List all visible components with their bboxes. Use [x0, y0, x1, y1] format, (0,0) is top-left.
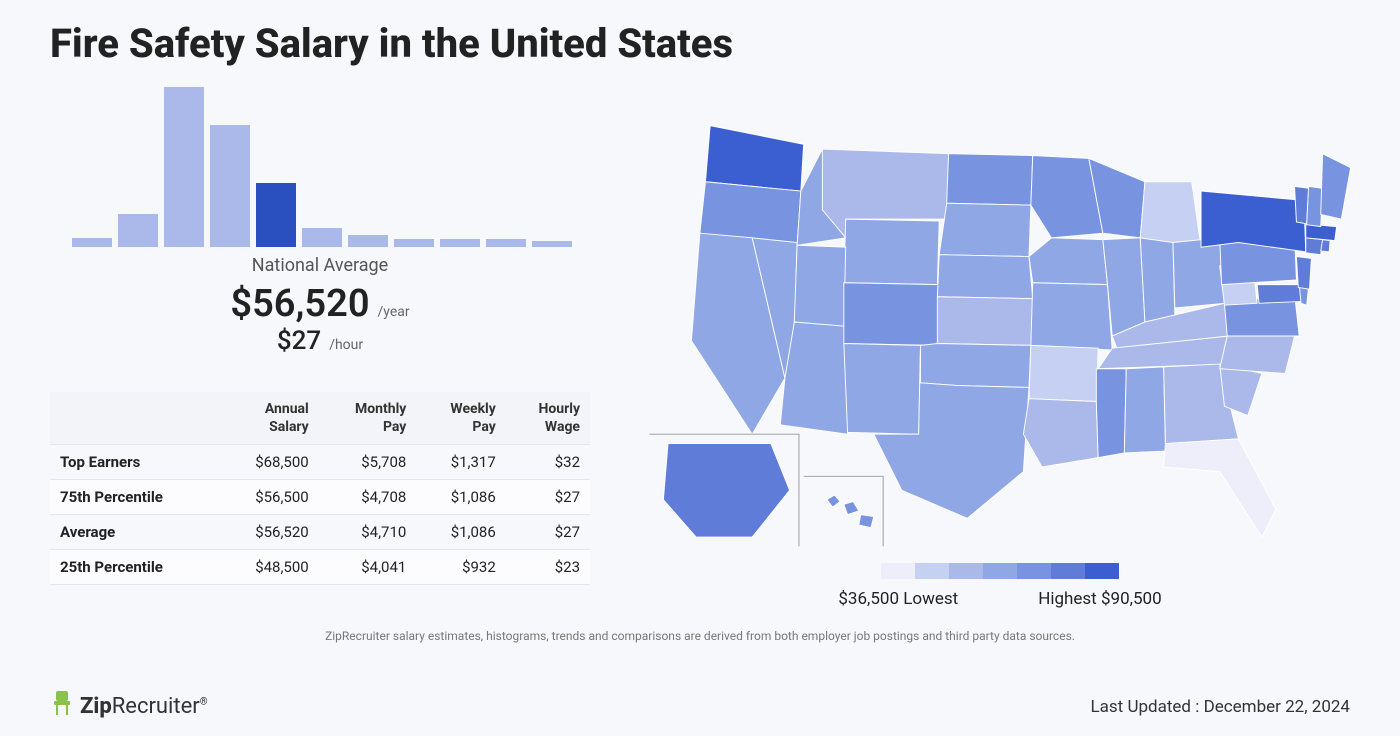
- salary-histogram: [50, 87, 590, 247]
- state-shape[interactable]: [1029, 238, 1108, 285]
- table-cell: $1,317: [416, 445, 505, 480]
- histogram-bar: [440, 239, 480, 247]
- table-cell: $1,086: [416, 480, 505, 515]
- table-cell: $27: [506, 480, 590, 515]
- state-shape[interactable]: [1140, 238, 1175, 322]
- table-cell: $5,708: [319, 445, 417, 480]
- state-shape[interactable]: [1257, 285, 1301, 304]
- state-shape[interactable]: [1321, 154, 1351, 219]
- state-shape[interactable]: [844, 219, 939, 284]
- data-disclaimer: ZipRecruiter salary estimates, histogram…: [50, 629, 1350, 643]
- salary-table: AnnualSalaryMonthlyPayWeeklyPayHourlyWag…: [50, 392, 590, 585]
- histogram-bar: [302, 228, 342, 247]
- legend-swatch: [983, 563, 1017, 579]
- table-cell: $4,710: [319, 515, 417, 550]
- legend-lowest-label: $36,500 Lowest: [838, 589, 958, 609]
- histogram-bar: [118, 214, 158, 247]
- table-header-cell: HourlyWage: [506, 392, 590, 445]
- histogram-bar: [486, 239, 526, 247]
- last-updated: Last Updated : December 22, 2024: [1091, 697, 1351, 717]
- table-cell: Top Earners: [50, 445, 218, 480]
- legend-swatch: [949, 563, 983, 579]
- state-shape[interactable]: [844, 344, 921, 435]
- table-cell: $68,500: [218, 445, 319, 480]
- table-cell: Average: [50, 515, 218, 550]
- legend-swatch: [881, 563, 915, 579]
- state-shape[interactable]: [1164, 439, 1276, 537]
- table-cell: $48,500: [218, 550, 319, 585]
- chair-icon: [50, 689, 74, 724]
- table-row: 75th Percentile$56,500$4,708$1,086$27: [50, 480, 590, 515]
- table-cell: 25th Percentile: [50, 550, 218, 585]
- state-shape[interactable]: [1306, 238, 1323, 255]
- state-shape[interactable]: [1201, 191, 1306, 252]
- histogram-bar: [532, 241, 572, 247]
- hourly-salary-unit: /hour: [329, 337, 363, 353]
- histogram-bar: [164, 87, 204, 247]
- state-shape[interactable]: [1031, 283, 1112, 350]
- table-header-cell: [50, 392, 218, 445]
- state-shape[interactable]: [1029, 345, 1098, 401]
- legend-highest-label: Highest $90,500: [1038, 589, 1161, 609]
- state-shape[interactable]: [921, 344, 1031, 388]
- legend-swatch: [1085, 563, 1119, 579]
- table-cell: $32: [506, 445, 590, 480]
- state-shape[interactable]: [1124, 367, 1165, 453]
- table-row: Top Earners$68,500$5,708$1,317$32: [50, 445, 590, 480]
- state-shape[interactable]: [794, 245, 845, 326]
- table-cell: $4,708: [319, 480, 417, 515]
- state-shape[interactable]: [1220, 336, 1295, 373]
- us-salary-map: [640, 87, 1360, 557]
- map-legend: $36,500 Lowest Highest $90,500: [640, 563, 1360, 609]
- annual-salary-value: $56,520: [230, 282, 369, 326]
- national-average-label: National Average: [50, 255, 590, 276]
- table-row: Average$56,520$4,710$1,086$27: [50, 515, 590, 550]
- table-cell: $1,086: [416, 515, 505, 550]
- state-shape[interactable]: [844, 283, 939, 346]
- annual-salary-unit: /year: [378, 304, 410, 320]
- brand-name-recruiter: Recruiter: [112, 694, 200, 719]
- state-shape[interactable]: [1023, 399, 1098, 467]
- state-shape[interactable]: [663, 444, 789, 538]
- table-cell: $56,520: [218, 515, 319, 550]
- state-shape[interactable]: [1321, 240, 1330, 252]
- histogram-bar: [210, 125, 250, 247]
- national-average-block: National Average $56,520 /year $27 /hour: [50, 255, 590, 356]
- histogram-bar: [394, 239, 434, 247]
- table-cell: 75th Percentile: [50, 480, 218, 515]
- table-cell: $4,041: [319, 550, 417, 585]
- state-shape[interactable]: [1295, 186, 1309, 223]
- state-shape[interactable]: [1296, 257, 1311, 290]
- ziprecruiter-logo: ZipRecruiter®: [50, 689, 208, 724]
- histogram-bar: [348, 235, 388, 247]
- legend-swatch: [1051, 563, 1085, 579]
- table-header-cell: WeeklyPay: [416, 392, 505, 445]
- state-shape[interactable]: [1173, 238, 1224, 308]
- brand-name-zip: Zip: [80, 694, 112, 719]
- state-shape[interactable]: [1307, 186, 1323, 226]
- page-title: Fire Safety Salary in the United States: [50, 20, 1350, 67]
- histogram-bar: [72, 238, 112, 247]
- state-shape[interactable]: [939, 203, 1031, 256]
- state-shape[interactable]: [827, 495, 874, 528]
- table-header-cell: AnnualSalary: [218, 392, 319, 445]
- histogram-bar: [256, 183, 296, 247]
- table-header-cell: MonthlyPay: [319, 392, 417, 445]
- legend-swatch: [915, 563, 949, 579]
- table-cell: $932: [416, 550, 505, 585]
- legend-swatch: [1017, 563, 1051, 579]
- state-shape[interactable]: [937, 297, 1032, 346]
- state-shape[interactable]: [937, 255, 1032, 299]
- table-cell: $27: [506, 515, 590, 550]
- hourly-salary-value: $27: [277, 326, 321, 356]
- state-shape[interactable]: [947, 154, 1033, 205]
- state-shape[interactable]: [1096, 369, 1126, 458]
- table-cell: $56,500: [218, 480, 319, 515]
- table-cell: $23: [506, 550, 590, 585]
- state-shape[interactable]: [705, 126, 803, 191]
- table-row: 25th Percentile$48,500$4,041$932$23: [50, 550, 590, 585]
